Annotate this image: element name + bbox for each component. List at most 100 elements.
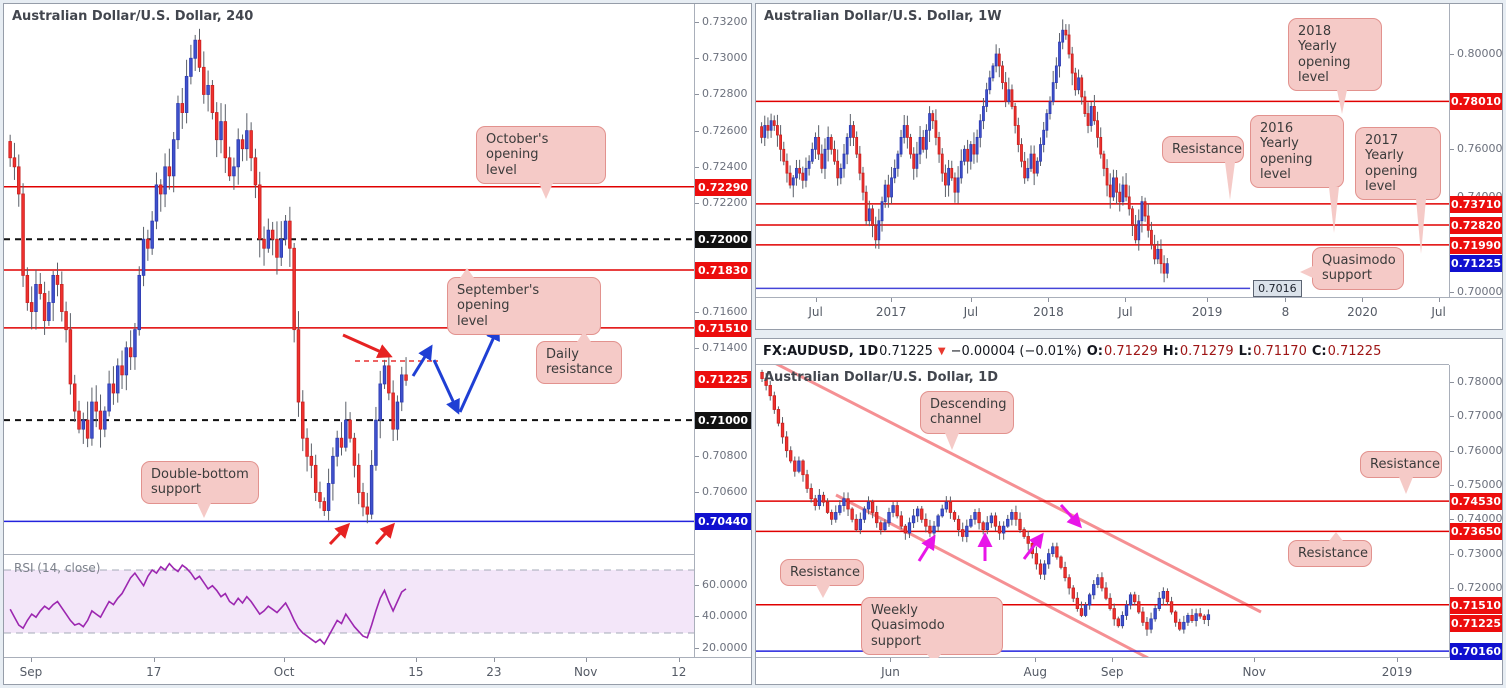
annotation-callout[interactable]: Descending channel bbox=[920, 391, 1014, 450]
annotation-callout[interactable]: Resistance bbox=[1360, 451, 1442, 495]
annotation-callout[interactable]: Daily resistance bbox=[536, 331, 622, 384]
rsi-axis-tick: 40.0000 bbox=[702, 609, 748, 623]
arrow-drawing[interactable] bbox=[1059, 503, 1083, 529]
axis-tickmark bbox=[30, 658, 32, 662]
axis-tickmark bbox=[415, 658, 417, 662]
arrow-drawing[interactable] bbox=[458, 325, 500, 413]
rsi-pane[interactable]: RSI (14, close) bbox=[4, 554, 694, 657]
price-axis-tick: 0.70600 bbox=[702, 485, 748, 499]
chart-1d-plot[interactable]: Australian Dollar/U.S. Dollar, 1D Descen… bbox=[756, 364, 1449, 658]
axis-tickmark bbox=[1450, 519, 1454, 521]
ticker-last-price: 0.71225 bbox=[879, 344, 933, 359]
chart-1w-time-axis[interactable]: Jul 2017 Jul 2018 Jul 2019 8 2020 Jul bbox=[756, 297, 1502, 329]
axis-tickmark bbox=[1035, 658, 1037, 662]
price-level-badge: 0.71225 bbox=[1450, 255, 1502, 273]
chart-1w-title: Australian Dollar/U.S. Dollar, 1W bbox=[764, 9, 1002, 24]
arrow-drawing[interactable] bbox=[374, 522, 396, 546]
ticker-close-value: 0.71225 bbox=[1327, 344, 1382, 359]
axis-tickmark bbox=[695, 584, 699, 586]
time-axis-tick: Nov bbox=[1242, 665, 1266, 679]
arrow-drawing[interactable] bbox=[432, 359, 460, 415]
chart-1w-candles-svg bbox=[756, 19, 1449, 290]
time-axis-tick: Nov bbox=[573, 665, 598, 679]
axis-tickmark bbox=[695, 203, 699, 204]
annotation-callout[interactable]: October's opening level bbox=[476, 126, 606, 199]
time-axis-tick: Jul bbox=[808, 305, 823, 319]
chart-240-plot[interactable]: Australian Dollar/U.S. Dollar, 240 Octob… bbox=[4, 4, 694, 554]
price-level-badge: 0.71830 bbox=[695, 261, 751, 279]
axis-tickmark bbox=[695, 22, 699, 24]
axis-tickmark bbox=[585, 658, 587, 662]
chart-1d-candles-svg bbox=[756, 365, 1449, 658]
rsi-axis-tick: 60.0000 bbox=[702, 577, 748, 591]
arrow-drawing[interactable] bbox=[917, 534, 936, 562]
chart-1w-plot[interactable]: Australian Dollar/U.S. Dollar, 1W 0.7016… bbox=[756, 4, 1449, 297]
time-axis-tick: 12 bbox=[671, 665, 687, 679]
price-axis-tick: 0.72800 bbox=[702, 87, 748, 101]
down-triangle-icon: ▼ bbox=[937, 346, 946, 357]
price-axis-tick: 0.73000 bbox=[702, 51, 748, 65]
time-axis-tick: Jul bbox=[1118, 305, 1133, 319]
price-level-badge: 0.73650 bbox=[1450, 523, 1502, 541]
price-level-badge: 0.72290 bbox=[695, 178, 751, 196]
annotation-callout[interactable]: Weekly Quasimodo support bbox=[861, 597, 1003, 658]
axis-tickmark bbox=[695, 166, 699, 168]
rsi-line-svg bbox=[4, 562, 694, 646]
time-axis-tick: 17 bbox=[146, 665, 162, 679]
annotation-callout[interactable]: Double-bottom support bbox=[141, 461, 259, 518]
axis-tickmark bbox=[493, 658, 495, 662]
annotation-callout[interactable]: 2016 Yearly opening level bbox=[1250, 115, 1344, 234]
arrow-drawing[interactable] bbox=[328, 522, 351, 546]
callout-tail bbox=[1329, 187, 1339, 234]
arrow-drawing[interactable] bbox=[411, 344, 433, 377]
chart-1w-price-axis[interactable]: 0.800000.760000.740000.700000.780100.737… bbox=[1449, 4, 1503, 299]
annotation-callout[interactable]: Resistance bbox=[1288, 532, 1372, 568]
axis-tickmark bbox=[1450, 416, 1454, 418]
time-axis-tick: 2019 bbox=[1381, 665, 1413, 679]
time-axis-tick: 8 bbox=[1281, 305, 1290, 319]
chart-240-time-axis[interactable]: Sep 17 Oct 15 23 Nov 12 bbox=[4, 657, 751, 684]
axis-tickmark bbox=[1048, 298, 1050, 302]
candlestick-series bbox=[760, 19, 1169, 283]
chart-1d-time-axis[interactable]: Jun Aug Sep Nov 2019 bbox=[756, 657, 1502, 684]
price-axis-tick: 0.70000 bbox=[1457, 285, 1503, 299]
annotation-callout[interactable]: 2018 Yearly opening level bbox=[1288, 18, 1382, 115]
annotation-callout[interactable]: 2017 Yearly opening level bbox=[1355, 127, 1441, 255]
ticker-close-label: C: bbox=[1311, 344, 1327, 359]
ticker-symbol[interactable]: FX:AUDUSD, 1D bbox=[763, 344, 879, 359]
chart-240-title: Australian Dollar/U.S. Dollar, 240 bbox=[12, 9, 254, 24]
axis-tickmark bbox=[695, 130, 699, 132]
time-axis-tick: Jul bbox=[1431, 305, 1446, 319]
axis-tickmark bbox=[1254, 658, 1256, 662]
axis-tickmark bbox=[695, 647, 699, 649]
candlestick-series bbox=[8, 28, 408, 524]
price-axis-tick: 0.73200 bbox=[702, 15, 748, 29]
chart-240-price-axis[interactable]: 0.73200 0.73000 0.72800 0.72600 0.72400 0.722… bbox=[694, 4, 751, 657]
price-level-badge: 0.71510 bbox=[695, 319, 751, 337]
annotation-callout[interactable]: Resistance bbox=[1162, 136, 1244, 201]
arrow-drawing[interactable] bbox=[1022, 532, 1044, 560]
callout-tail bbox=[1416, 199, 1426, 255]
arrow-drawing[interactable] bbox=[342, 333, 393, 358]
axis-tickmark bbox=[695, 58, 699, 60]
annotation-callout[interactable]: Resistance bbox=[780, 559, 864, 599]
support-price-note[interactable]: 0.7016 bbox=[1253, 280, 1302, 297]
chart-1d-price-axis[interactable]: 0.78000 0.77000 0.76000 0.75000 0.74000 0.730… bbox=[1449, 365, 1503, 661]
price-axis-tick: 0.78000 bbox=[1457, 374, 1503, 388]
time-axis-tick: 23 bbox=[486, 665, 502, 679]
axis-tickmark bbox=[1450, 54, 1454, 56]
ticker-low-label: L: bbox=[1238, 344, 1253, 359]
axis-tickmark bbox=[695, 456, 699, 458]
callout-tail bbox=[1329, 532, 1343, 541]
callout-tail bbox=[1225, 162, 1235, 201]
price-axis-tick: 0.72200 bbox=[702, 196, 748, 209]
price-level-badge: 0.72000 bbox=[695, 231, 751, 249]
time-axis-tick: Sep bbox=[19, 665, 43, 679]
annotation-callout[interactable]: September's opening level bbox=[447, 268, 601, 335]
time-axis-tick: 2017 bbox=[875, 305, 907, 319]
panel-audusd-1d: FX:AUDUSD, 1D 0.71225 ▼ −0.00004 (−0.01%… bbox=[755, 338, 1503, 685]
axis-tickmark bbox=[695, 492, 699, 494]
channel-line-drawing[interactable] bbox=[761, 365, 1262, 614]
annotation-callout[interactable]: Quasimodo support bbox=[1300, 247, 1404, 290]
